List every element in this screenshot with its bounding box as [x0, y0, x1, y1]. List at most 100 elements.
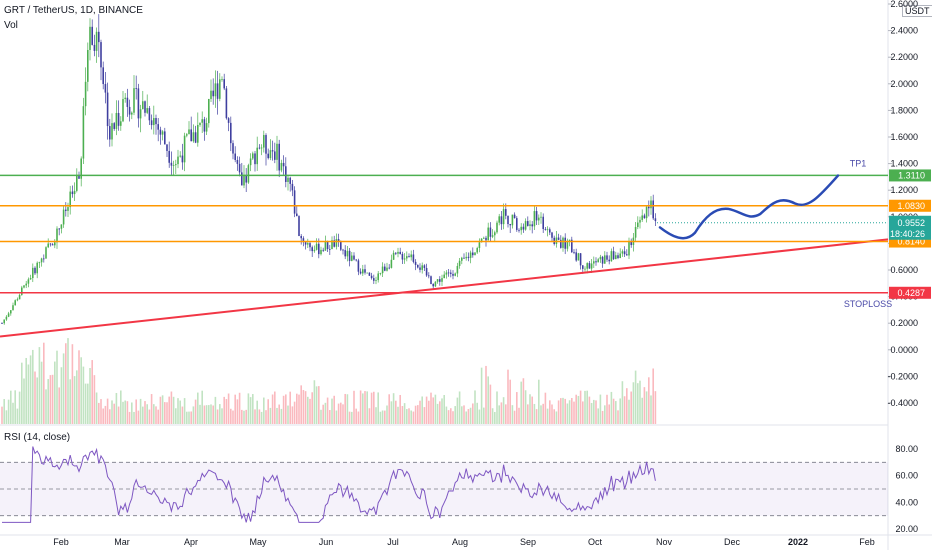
candle-body [469, 252, 472, 258]
volume-bar [560, 398, 562, 424]
volume-bar [410, 410, 412, 424]
volume-bar [439, 401, 441, 424]
level-tag-text: 1.0830 [897, 201, 925, 211]
x-tick-label: Mar [114, 537, 130, 547]
candle-body [177, 156, 179, 165]
candle-body [309, 243, 311, 248]
volume-bar [260, 411, 263, 424]
volume-bar [527, 404, 529, 424]
volume-bar [586, 390, 588, 424]
candle-body [269, 150, 272, 159]
candle-body [307, 243, 309, 245]
candle-body [610, 251, 613, 262]
candle-body [621, 251, 624, 254]
volume-bar [45, 389, 47, 424]
volume-bar [571, 398, 573, 424]
volume-bar [650, 395, 652, 424]
volume-bar [205, 405, 208, 424]
volume-bar [480, 367, 483, 424]
rsi-tick-label: 80.00 [895, 444, 918, 454]
volume-bar [102, 408, 104, 424]
candle-body [51, 244, 54, 246]
candle-body [234, 153, 236, 160]
volume-bar [513, 410, 516, 424]
volume-bar [199, 404, 201, 424]
candle-body [381, 266, 384, 274]
volume-bar [450, 408, 452, 424]
volume-bar [32, 349, 34, 424]
volume-bar [392, 393, 395, 424]
candle-body [480, 238, 483, 243]
volume-bar [203, 405, 206, 424]
candle-body [115, 112, 118, 129]
volume-bar [579, 390, 582, 424]
candle-body [575, 252, 577, 261]
x-tick-label: Oct [588, 537, 603, 547]
candle-body [153, 118, 155, 126]
volume-bar [177, 398, 179, 424]
volume-bar [278, 404, 280, 424]
candle-body [78, 174, 80, 179]
candle-body [36, 262, 38, 274]
volume-bar [76, 370, 78, 424]
candle-body [43, 258, 45, 260]
countdown-text: 18:40:26 [890, 229, 925, 239]
candle-body [353, 255, 355, 260]
volume-bar [40, 361, 43, 424]
volume-bar [397, 406, 399, 424]
volume-bar [311, 392, 313, 424]
candle-body [344, 250, 346, 257]
volume-bar [399, 394, 401, 424]
volume-bar [69, 379, 71, 424]
last-price-text: 0.9552 [897, 218, 925, 228]
volume-bar [507, 369, 509, 424]
volume-bar [256, 400, 258, 424]
volume-bar [234, 394, 236, 424]
volume-bar [379, 411, 382, 424]
rsi-line [2, 446, 656, 523]
candle-body [131, 112, 133, 115]
volume-bar [351, 411, 353, 424]
candle-body [414, 261, 417, 265]
volume-bar [87, 383, 89, 424]
candle-body [263, 135, 265, 148]
candle-body [406, 256, 408, 259]
volume-bar [637, 383, 639, 424]
level-tag-resistance [889, 199, 931, 212]
candle-body [478, 242, 481, 249]
volume-bar [516, 392, 518, 424]
candle-body [225, 88, 228, 119]
candle-body [623, 251, 626, 255]
x-tick-label: May [249, 537, 267, 547]
candle-body [126, 97, 129, 107]
candle-body [619, 253, 621, 259]
candle-body [84, 81, 87, 107]
level-tag-text: 0.8140 [897, 237, 925, 247]
volume-bar [315, 386, 318, 424]
candle-body [300, 236, 302, 239]
volume-bar [511, 405, 514, 424]
volume-bar [335, 410, 338, 424]
volume-bar [245, 409, 247, 424]
candle-body [645, 206, 648, 219]
volume-bar [25, 357, 27, 424]
volume-bar [623, 396, 626, 424]
candle-body [421, 265, 423, 270]
candle-body [29, 278, 32, 280]
volume-bar [280, 408, 283, 424]
volume-bar [221, 408, 223, 424]
candle-body [16, 299, 19, 301]
volume-bar [56, 350, 58, 424]
volume-bar [533, 403, 536, 424]
volume-bar [12, 402, 14, 424]
volume-bar [115, 392, 118, 424]
candle-body [223, 79, 225, 89]
candle-body [302, 238, 305, 243]
candle-body [535, 211, 538, 221]
candle-body [604, 255, 606, 264]
candle-body [45, 247, 47, 259]
candle-body [18, 294, 21, 300]
volume-bar [610, 391, 613, 424]
volume-bar [390, 401, 393, 424]
